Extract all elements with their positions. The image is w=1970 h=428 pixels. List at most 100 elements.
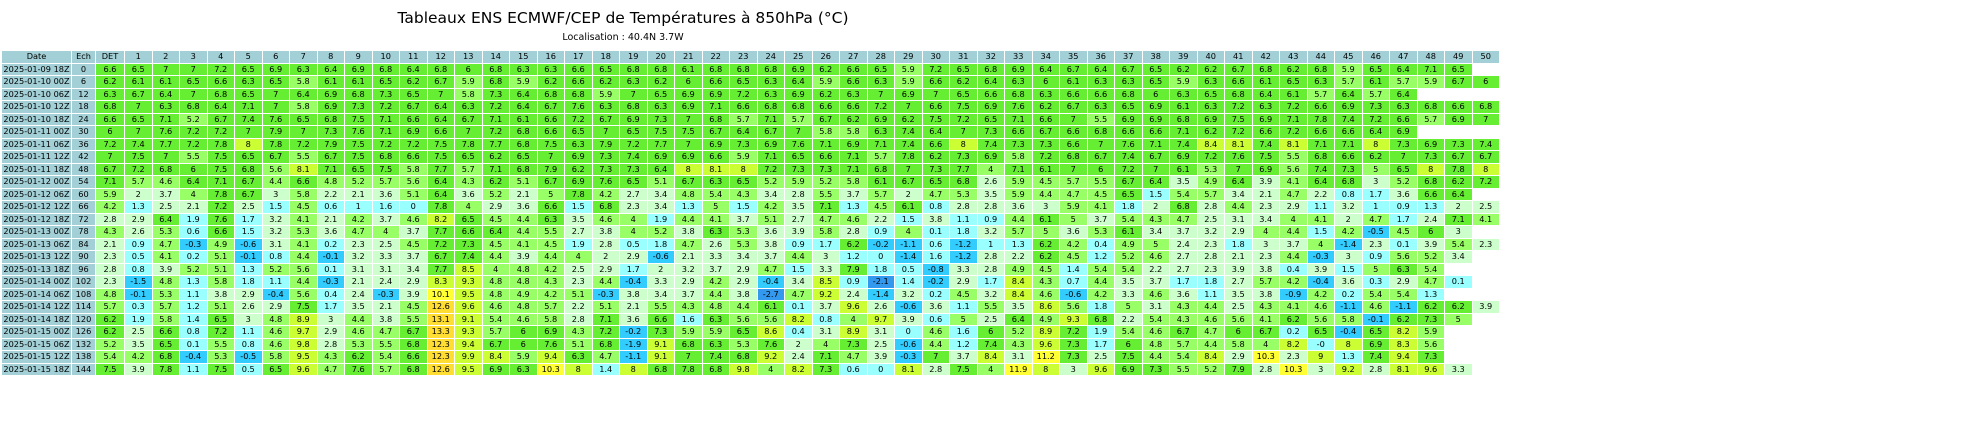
member-value-cell: 6.8 bbox=[1335, 176, 1362, 188]
member-value-cell: 6.4 bbox=[427, 176, 454, 188]
member-value-cell: 7 bbox=[1390, 151, 1417, 163]
member-value-cell: 9.9 bbox=[455, 351, 482, 363]
table-row: 2025-01-11 06Z 36 7.2 7.4 7.7 7.2 7.8 8 7.8 7.2 7.… bbox=[2, 138, 1499, 150]
member-value-cell bbox=[1472, 326, 1499, 338]
member-value-cell: 7 bbox=[922, 88, 949, 100]
member-value-cell: 6.7 bbox=[455, 113, 482, 125]
member-value-cell: 5 bbox=[1032, 226, 1059, 238]
member-value-cell: 2 bbox=[1445, 201, 1472, 213]
member-value-cell: 1.5 bbox=[785, 263, 812, 275]
member-value-cell: 7.5 bbox=[537, 138, 564, 150]
member-value-cell: 2.9 bbox=[620, 251, 647, 263]
member-value-cell: 9.4 bbox=[455, 338, 482, 350]
member-value-cell: 1.5 bbox=[565, 201, 592, 213]
member-value-cell: 3.5 bbox=[1170, 176, 1197, 188]
column-header: 11 bbox=[400, 51, 427, 63]
member-value-cell: 7.1 bbox=[372, 126, 399, 138]
member-value-cell: 7.1 bbox=[372, 113, 399, 125]
member-value-cell: 5.6 bbox=[1307, 313, 1334, 325]
deterministic-value-cell: 5.4 bbox=[96, 351, 124, 363]
member-value-cell: 2.2 bbox=[867, 213, 894, 225]
column-header: 23 bbox=[730, 51, 757, 63]
member-value-cell: 5.4 bbox=[372, 351, 399, 363]
member-value-cell: 6.6 bbox=[1060, 138, 1087, 150]
member-value-cell: -0.4 bbox=[262, 288, 289, 300]
member-value-cell: 1.5 bbox=[235, 226, 262, 238]
member-value-cell: 7.2 bbox=[592, 326, 619, 338]
member-value-cell: 12.3 bbox=[427, 338, 454, 350]
row-date: 2025-01-14 12Z bbox=[2, 301, 71, 313]
column-header: 41 bbox=[1225, 51, 1252, 63]
member-value-cell: 2.1 bbox=[345, 276, 372, 288]
member-value-cell: 6.2 bbox=[1032, 251, 1059, 263]
member-value-cell: 3.7 bbox=[372, 213, 399, 225]
column-header: 33 bbox=[1005, 51, 1032, 63]
member-value-cell: 8.9 bbox=[840, 326, 867, 338]
member-value-cell: 4.6 bbox=[262, 326, 289, 338]
member-value-cell: 4.5 bbox=[1060, 251, 1087, 263]
member-value-cell: 6.6 bbox=[400, 151, 427, 163]
member-value-cell: 5.8 bbox=[290, 76, 317, 88]
member-value-cell: 6.8 bbox=[1225, 88, 1252, 100]
member-value-cell: 7.2 bbox=[950, 113, 977, 125]
member-value-cell: 3.2 bbox=[895, 288, 922, 300]
member-value-cell: 3.1 bbox=[345, 263, 372, 275]
member-value-cell: 0.5 bbox=[235, 363, 262, 375]
member-value-cell: -0.1 bbox=[1362, 313, 1389, 325]
deterministic-value-cell: 6.6 bbox=[96, 113, 124, 125]
member-value-cell: 4.6 bbox=[1197, 313, 1224, 325]
member-value-cell: 5.3 bbox=[1087, 226, 1114, 238]
member-value-cell: 5.8 bbox=[400, 163, 427, 175]
member-value-cell: 5.1 bbox=[565, 288, 592, 300]
member-value-cell: 9.5 bbox=[290, 351, 317, 363]
member-value-cell: 7.3 bbox=[922, 163, 949, 175]
member-value-cell: 7 bbox=[262, 101, 289, 113]
member-value-cell: 7.2 bbox=[482, 101, 509, 113]
member-value-cell: 6.7 bbox=[482, 338, 509, 350]
deterministic-value-cell: 7.5 bbox=[96, 363, 124, 375]
member-value-cell: 3.1 bbox=[812, 326, 839, 338]
member-value-cell: 5.9 bbox=[1005, 188, 1032, 200]
table-row: 2025-01-15 12Z 138 5.4 4.2 6.8 -0.4 5.3 -0.5 5.8… bbox=[2, 351, 1499, 363]
member-value-cell: 6.9 bbox=[977, 101, 1004, 113]
member-value-cell: 4.2 bbox=[125, 351, 152, 363]
member-value-cell: 5.2 bbox=[262, 263, 289, 275]
member-value-cell: 6.5 bbox=[1197, 88, 1224, 100]
member-value-cell: 6.3 bbox=[867, 76, 894, 88]
member-value-cell: 7.3 bbox=[482, 88, 509, 100]
member-value-cell: 4 bbox=[565, 251, 592, 263]
member-value-cell: 6.9 bbox=[895, 88, 922, 100]
member-value-cell: 1.1 bbox=[235, 326, 262, 338]
member-value-cell: 6.8 bbox=[427, 63, 454, 75]
member-value-cell: 7 bbox=[785, 126, 812, 138]
member-value-cell: 2.7 bbox=[1170, 251, 1197, 263]
member-value-cell: 4.4 bbox=[1032, 188, 1059, 200]
member-value-cell: 6.8 bbox=[345, 88, 372, 100]
member-value-cell: 7.2 bbox=[180, 138, 207, 150]
member-value-cell: 4.3 bbox=[1142, 213, 1169, 225]
deterministic-value-cell: 2.8 bbox=[96, 213, 124, 225]
member-value-cell: 6.4 bbox=[647, 163, 674, 175]
member-value-cell: 6.2 bbox=[1197, 63, 1224, 75]
member-value-cell: 2.9 bbox=[262, 301, 289, 313]
member-value-cell: 7.2 bbox=[922, 63, 949, 75]
member-value-cell: 7.1 bbox=[702, 101, 729, 113]
member-value-cell: 6.1 bbox=[1032, 163, 1059, 175]
member-value-cell: 7.8 bbox=[207, 138, 234, 150]
member-value-cell: 12.3 bbox=[427, 351, 454, 363]
member-value-cell: 8.6 bbox=[1032, 301, 1059, 313]
member-value-cell: 3.6 bbox=[455, 188, 482, 200]
deterministic-value-cell: 4.8 bbox=[96, 288, 124, 300]
member-value-cell: 9 bbox=[1307, 351, 1334, 363]
member-value-cell: 6.3 bbox=[592, 101, 619, 113]
member-value-cell: 6.7 bbox=[427, 76, 454, 88]
member-value-cell: 6.6 bbox=[730, 101, 757, 113]
member-value-cell: 7.2 bbox=[372, 101, 399, 113]
member-value-cell: 6.8 bbox=[482, 63, 509, 75]
member-value-cell: -1.1 bbox=[620, 351, 647, 363]
member-value-cell: 4.7 bbox=[1417, 276, 1444, 288]
member-value-cell: 1.7 bbox=[977, 276, 1004, 288]
member-value-cell: 2.7 bbox=[1225, 276, 1252, 288]
member-value-cell: 5.7 bbox=[730, 113, 757, 125]
member-value-cell: 6.8 bbox=[592, 201, 619, 213]
